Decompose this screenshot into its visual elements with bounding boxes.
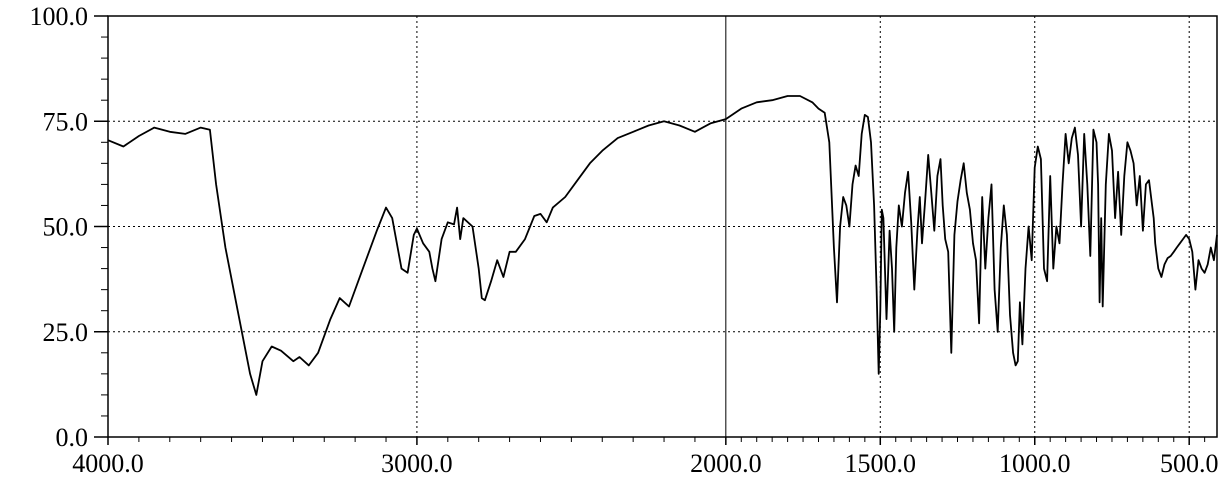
y-tick-label: 100.0: [30, 2, 89, 31]
x-tick-label: 4000.0: [72, 449, 144, 478]
x-tick-label: 3000.0: [381, 449, 453, 478]
x-tick-label: 2000.0: [690, 449, 762, 478]
spectrum-line: [107, 95, 1218, 396]
y-tick-label: 25.0: [43, 318, 89, 347]
x-tick-label: 500.0: [1160, 449, 1219, 478]
minor-ticks: [101, 36, 1206, 442]
grid-lines: [108, 16, 1217, 437]
y-tick-label: 50.0: [43, 213, 89, 242]
x-tick-label: 1500.0: [845, 449, 917, 478]
y-axis-ticks: 0.0 25.0 50.0 75.0 100.0: [30, 2, 108, 452]
x-axis-ticks: 4000.0 3000.0 2000.0 1500.0 1000.0 500.0: [72, 437, 1218, 478]
x-tick-label: 1000.0: [999, 449, 1071, 478]
y-tick-label: 75.0: [43, 107, 89, 136]
y-tick-label: 0.0: [56, 423, 89, 452]
